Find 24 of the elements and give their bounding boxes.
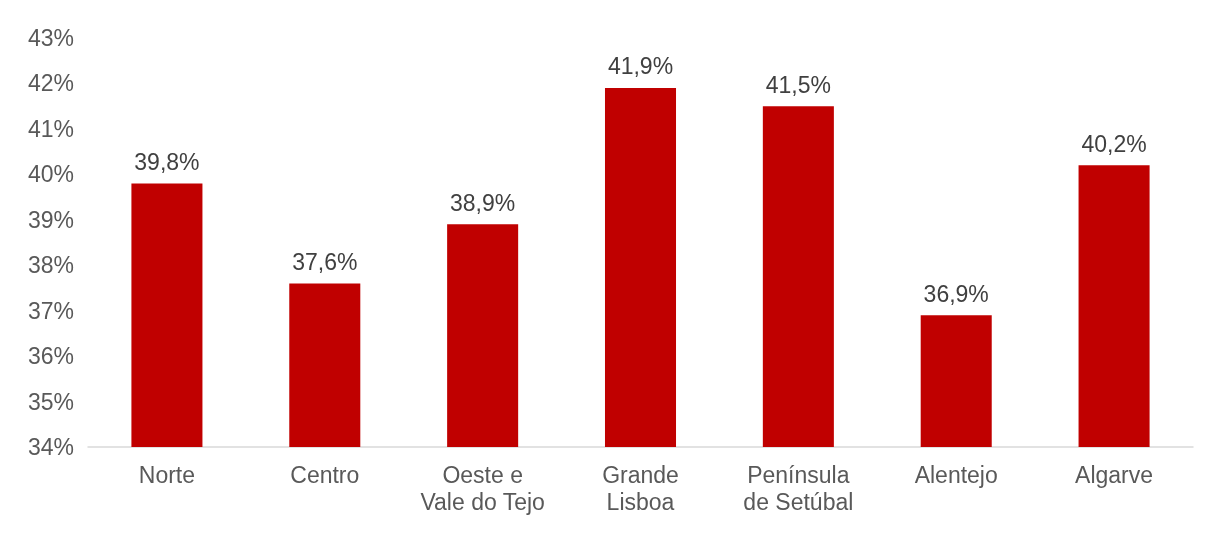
data-label: 36,9% [923, 280, 989, 307]
data-label: 37,6% [292, 248, 358, 275]
data-label: 40,2% [1081, 130, 1147, 157]
y-tick-label: 38% [27, 252, 74, 279]
data-label: 41,9% [607, 53, 674, 80]
y-tick-label: 42% [27, 70, 74, 97]
y-tick-label: 36% [27, 343, 74, 370]
x-tick-label: Grande Lisboa [602, 461, 679, 515]
x-tick-label: Península de Setúbal [743, 461, 854, 515]
y-tick-label: 35% [27, 388, 74, 415]
x-tick-label: Norte [138, 461, 196, 488]
data-label: 38,9% [450, 189, 516, 216]
y-tick-label: 39% [27, 206, 74, 233]
y-tick-label: 43% [27, 25, 74, 51]
x-tick-label: Algarve [1075, 461, 1154, 488]
x-tick-label: Oeste e Vale do Tejo [420, 461, 545, 515]
y-tick-label: 40% [27, 161, 74, 188]
x-tick-label: Alentejo [914, 461, 998, 488]
y-tick-label: 34% [27, 434, 74, 460]
data-label: 41,5% [765, 71, 831, 98]
y-tick-label: 37% [27, 297, 74, 324]
data-label: 39,8% [134, 148, 200, 175]
x-tick-label: Centro [290, 461, 360, 488]
y-tick-label: 41% [27, 115, 74, 142]
